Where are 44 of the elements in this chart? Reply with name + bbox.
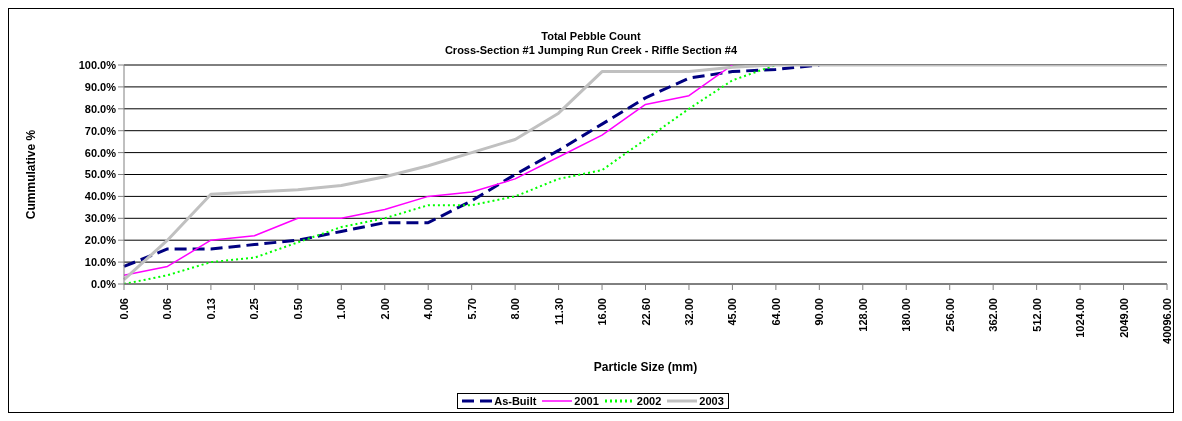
legend-label: 2002 — [636, 395, 662, 407]
x-tick-label: 256.00 — [943, 298, 956, 332]
x-tick-label: 2.00 — [378, 298, 391, 320]
x-tick-label: 8.00 — [509, 298, 522, 320]
x-tick-label: 64.00 — [769, 298, 782, 326]
x-tick-label: 0.06 — [118, 298, 130, 320]
x-tick-label: 0.25 — [248, 298, 261, 320]
x-tick-label: 4.00 — [422, 298, 435, 320]
y-tick-label: 30.0% — [84, 212, 117, 225]
y-tick-label: 90.0% — [84, 80, 117, 93]
x-tick-label: 1.00 — [335, 298, 348, 320]
x-tick-label: 2049.00 — [1117, 298, 1130, 338]
chart-title: Total Pebble Count — [540, 29, 642, 43]
x-tick-label: 0.06 — [161, 298, 174, 320]
legend-label: As-Built — [494, 395, 537, 407]
x-tick-label: 11.30 — [552, 298, 565, 325]
x-axis-title: Particle Size (mm) — [593, 360, 698, 374]
legend-label: 2001 — [574, 395, 599, 407]
y-tick-label: 0.0% — [90, 277, 117, 290]
legend-label: 2003 — [699, 395, 724, 407]
y-tick-label: 70.0% — [84, 124, 117, 137]
y-tick-label: 50.0% — [84, 168, 117, 181]
y-tick-label: 20.0% — [84, 234, 117, 247]
y-tick-label: 80.0% — [84, 102, 117, 115]
x-tick-label: 40096.00 — [1161, 298, 1173, 344]
x-tick-label: 1024.00 — [1074, 298, 1087, 338]
x-tick-label: 5.70 — [465, 298, 478, 320]
y-tick-label: 60.0% — [84, 146, 117, 159]
x-tick-label: 0.50 — [291, 298, 304, 320]
x-tick-label: 16.00 — [596, 298, 609, 326]
x-tick-label: 22.60 — [639, 298, 652, 326]
x-tick-label: 128.00 — [856, 298, 869, 332]
y-axis-title: Cummulative % — [24, 129, 39, 220]
x-tick-label: 180.00 — [900, 298, 913, 332]
x-tick-label: 32.00 — [682, 298, 695, 326]
x-tick-label: 45.00 — [726, 298, 739, 326]
x-tick-label: 90.00 — [813, 298, 826, 326]
x-tick-label: 512.00 — [1030, 298, 1043, 332]
x-tick-label: 362.00 — [987, 298, 1000, 332]
chart-subtitle: Cross-Section #1 Jumping Run Creek - Riffle Section #4 — [443, 43, 739, 57]
x-tick-label: 0.13 — [204, 298, 217, 320]
y-tick-label: 10.0% — [84, 256, 117, 269]
y-tick-label: 100.0% — [78, 58, 117, 71]
y-tick-label: 40.0% — [84, 190, 117, 203]
